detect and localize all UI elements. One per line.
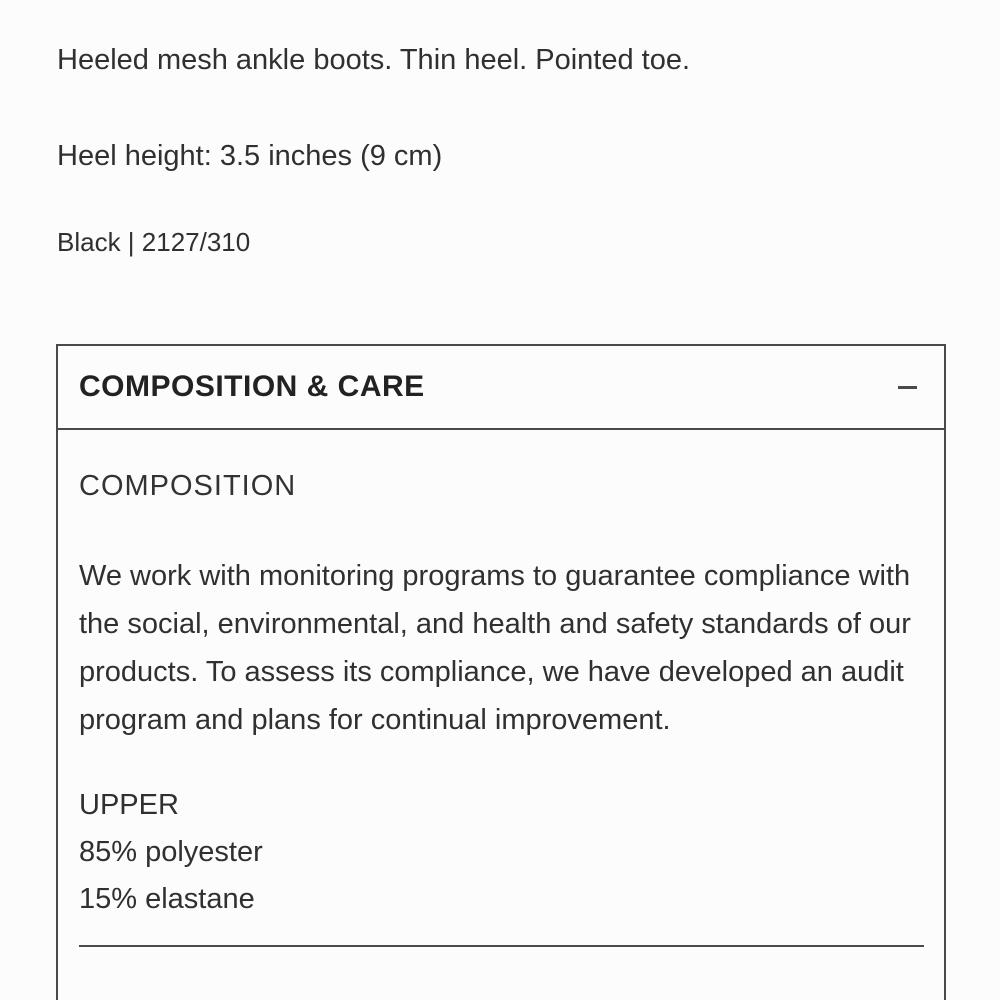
material-line: 15% elastane	[79, 883, 255, 915]
minus-icon[interactable]	[898, 385, 917, 389]
materials-block: UPPER 85% polyester 15% elastane	[79, 782, 924, 923]
heel-height-text: Heel height: 3.5 inches (9 cm)	[57, 140, 443, 172]
product-info: Heeled mesh ankle boots. Thin heel. Poin…	[0, 0, 1000, 257]
material-part-name: UPPER	[79, 789, 179, 821]
material-line: 85% polyester	[79, 836, 263, 868]
composition-paragraph: We work with monitoring programs to guar…	[79, 560, 911, 736]
accordion-title: COMPOSITION & CARE	[79, 370, 425, 403]
composition-section-heading: COMPOSITION	[79, 470, 297, 502]
product-color-code: Black | 2127/310	[57, 227, 251, 257]
accordion-body: COMPOSITION We work with monitoring prog…	[58, 430, 944, 947]
composition-care-accordion: COMPOSITION & CARE COMPOSITION We work w…	[56, 344, 946, 1000]
section-divider	[79, 945, 924, 947]
product-description: Heeled mesh ankle boots. Thin heel. Poin…	[57, 44, 691, 76]
composition-care-accordion-header[interactable]: COMPOSITION & CARE	[58, 346, 944, 430]
